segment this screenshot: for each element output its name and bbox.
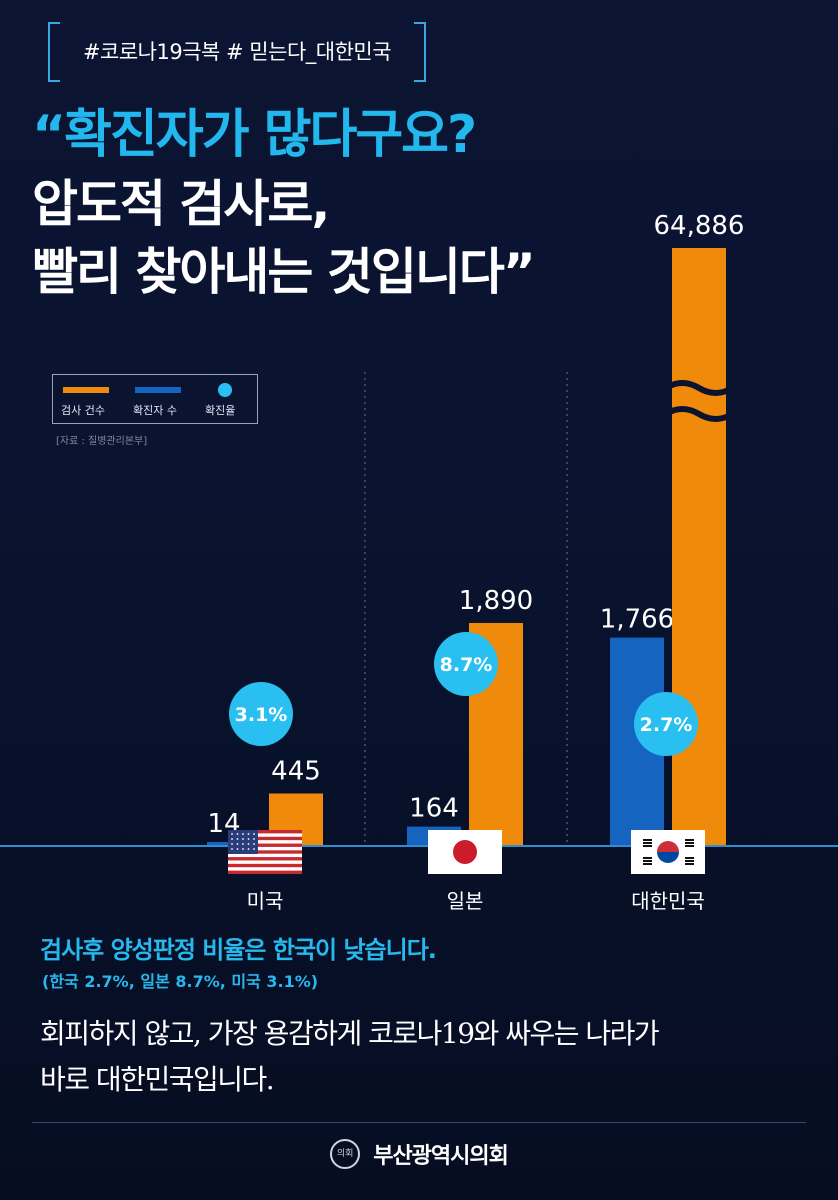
bracket-left bbox=[48, 22, 60, 82]
summary-title: 검사후 양성판정 비율은 한국이 낮습니다. bbox=[40, 936, 437, 964]
category-label-1: 미국 bbox=[247, 889, 284, 913]
legend-confirmed-swatch bbox=[135, 387, 181, 393]
legend-tests-label: 검사 건수 bbox=[61, 404, 105, 417]
hashtag-box: #코로나19극복 # 믿는다_대한민국 bbox=[48, 22, 426, 82]
axis-break-mark-1 bbox=[664, 380, 734, 396]
headline-line-2: 압도적 검사로, bbox=[32, 175, 330, 233]
rate-label-3: 2.7% bbox=[640, 714, 693, 736]
legend-rate-label: 확진율 bbox=[205, 404, 236, 417]
category-label-3: 대한민국 bbox=[631, 889, 705, 913]
rate-label-1: 3.1% bbox=[235, 704, 288, 726]
bar-tests-3 bbox=[672, 248, 726, 846]
category-label-2: 일본 bbox=[447, 889, 484, 913]
rate-bubble-2 bbox=[434, 632, 498, 696]
chart-legend: 검사 건수 확진자 수 확진율 bbox=[52, 374, 258, 424]
axis-break-mark-2 bbox=[664, 406, 734, 422]
body-line-2: 바로 대한민국입니다. bbox=[40, 1063, 275, 1096]
summary-subtitle: (한국 2.7%, 일본 8.7%, 미국 3.1%) bbox=[42, 972, 319, 991]
council-name: 부산광역시의회 bbox=[373, 1144, 509, 1169]
label-tests-2: 1,890 bbox=[459, 586, 533, 616]
label-tests-1: 445 bbox=[271, 756, 321, 786]
legend-confirmed-label: 확진자 수 bbox=[133, 404, 177, 417]
footer: 의회 부산광역시의회 bbox=[0, 1138, 838, 1170]
label-confirmed-2: 164 bbox=[409, 794, 459, 824]
label-tests-3: 64,886 bbox=[654, 211, 745, 241]
rate-bubble-3 bbox=[634, 692, 698, 756]
usa-flag-icon bbox=[228, 830, 302, 874]
hashtag-text: #코로나19극복 # 믿는다_대한민국 bbox=[82, 40, 392, 64]
korea-flag-icon bbox=[631, 830, 705, 874]
legend-rate-swatch bbox=[218, 383, 232, 397]
headline-line-1: “확진자가 많다구요? bbox=[32, 105, 477, 165]
headline-line-3: 빨리 찾아내는 것입니다” bbox=[32, 243, 536, 301]
footer-divider bbox=[32, 1122, 806, 1123]
body-line-1: 회피하지 않고, 가장 용감하게 코로나19와 싸우는 나라가 bbox=[40, 1017, 660, 1050]
japan-flag-icon bbox=[428, 830, 502, 874]
label-confirmed-3: 1,766 bbox=[600, 605, 674, 635]
rate-label-2: 8.7% bbox=[440, 654, 493, 676]
rate-bubble-1 bbox=[229, 682, 293, 746]
bracket-right bbox=[414, 22, 426, 82]
council-seal-icon: 의회 bbox=[330, 1139, 361, 1169]
legend-tests-swatch bbox=[63, 387, 109, 393]
source-note: [자료 : 질병관리본부] bbox=[56, 436, 148, 447]
